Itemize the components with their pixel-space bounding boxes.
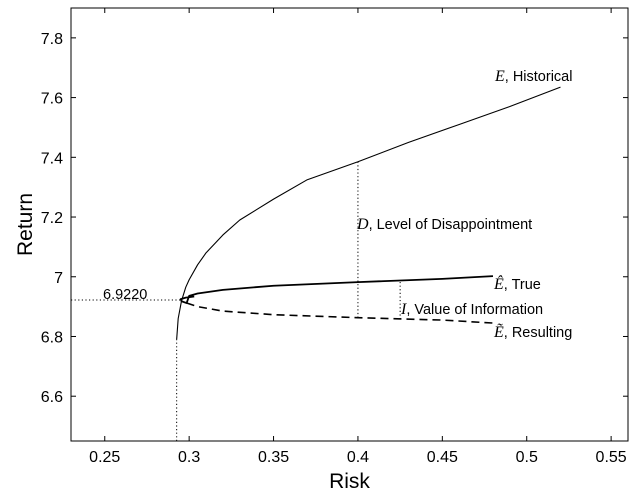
x-tick-label: 0.4 — [347, 449, 369, 466]
x-tick-label: 0.25 — [89, 449, 120, 466]
series-label-true: Ê, True — [493, 274, 541, 293]
series-label-resulting: Ẽ, Resulting — [493, 323, 572, 341]
series-lines — [176, 86, 561, 340]
y-tick-label: 6.6 — [41, 389, 63, 406]
y-tick-label: 7.6 — [41, 91, 63, 108]
x-axis-title: Risk — [329, 470, 370, 492]
x-tick-label: 0.35 — [258, 449, 289, 466]
series-label-historical-symbol: E — [494, 68, 505, 85]
x-tick-label: 0.3 — [178, 449, 200, 466]
plot-area-frame — [70, 7, 629, 442]
annotation-disappointment-symbol: D — [356, 216, 369, 233]
series-label-resulting-symbol: Ẽ — [493, 323, 504, 341]
series-label-true-symbol: Ê — [493, 274, 504, 293]
series-label-historical: E, Historical — [494, 68, 572, 85]
annotation-value-of-information: I, Value of Information — [400, 301, 543, 318]
series-label-resulting-text: , Resulting — [504, 325, 573, 341]
y-ticks: 6.6 6.8 7 7.2 7.4 7.6 7.8 — [41, 31, 628, 406]
x-ticks: 0.25 0.3 0.35 0.4 0.45 0.5 0.55 — [89, 8, 627, 466]
series-label-historical-text: , Historical — [505, 69, 573, 85]
y-axis-title: Return — [14, 193, 37, 256]
series-line-1 — [179, 275, 494, 304]
y-tick-label: 7.2 — [41, 210, 63, 227]
y-tick-label: 7.8 — [41, 31, 63, 48]
annotation-value-of-information-symbol: I — [400, 301, 407, 318]
annotation-disappointment: D, Level of Disappointment — [356, 216, 532, 233]
annotation-value-of-information-text: , Value of Information — [406, 302, 543, 318]
y-tick-label: 6.8 — [41, 329, 63, 346]
annotations: E, Historical Ê, True Ẽ, Resulting D, Level… — [103, 68, 572, 341]
x-tick-label: 0.5 — [516, 449, 538, 466]
series-label-true-text: , True — [504, 277, 541, 293]
annotation-disappointment-text: , Level of Disappointment — [369, 217, 533, 233]
x-tick-label: 0.45 — [427, 449, 458, 466]
y-tick-label: 7.4 — [41, 150, 63, 167]
series-line-0 — [176, 86, 561, 340]
min-return-value-label: 6.9220 — [103, 287, 147, 303]
reference-lines — [71, 161, 401, 441]
x-tick-label: 0.55 — [596, 449, 627, 466]
y-tick-label: 7 — [54, 270, 63, 287]
